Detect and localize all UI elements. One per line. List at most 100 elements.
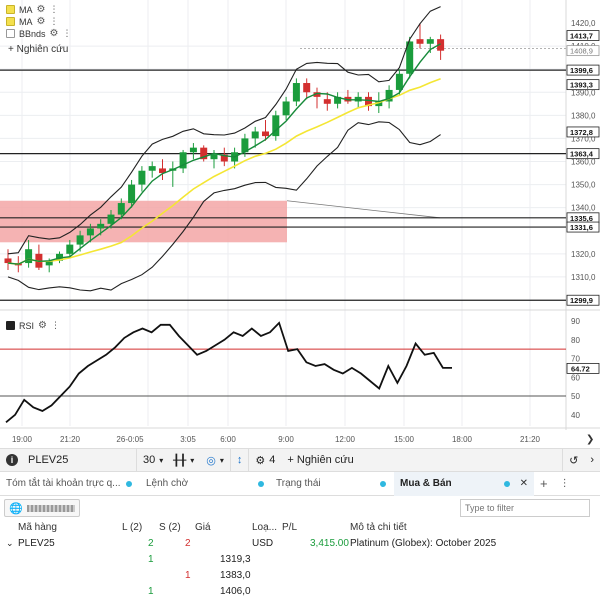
interval-selector[interactable]: 30 ▾ (137, 448, 167, 472)
rsi-line (5, 321, 452, 423)
time-tick-label: 9:00 (278, 435, 294, 444)
rsi-tick-label: 70 (571, 355, 580, 364)
bbands-color-swatch[interactable] (6, 29, 15, 38)
tab-account-summary[interactable]: Tóm tắt tài khoản trực q... (0, 472, 130, 496)
row-short: 1 (185, 570, 191, 581)
tab-status-dot (380, 480, 386, 487)
candle-body (313, 92, 321, 97)
visibility-button[interactable]: ◎ ▾ (200, 448, 230, 472)
col-type[interactable]: Loạ... (252, 522, 278, 533)
candle-body (107, 214, 115, 224)
table-row[interactable]: 1 1383,0 (0, 568, 600, 584)
legend-rsi[interactable]: RSI ⚙ ⋮ (6, 320, 60, 331)
rsi-tick-label: 90 (571, 317, 580, 326)
ma-color-swatch[interactable] (6, 17, 15, 26)
more-icon[interactable]: ⋮ (49, 4, 58, 14)
row-type: USD (252, 538, 274, 549)
table-row[interactable]: 1 1319,3 (0, 552, 600, 568)
close-icon[interactable]: ✕ (519, 478, 528, 489)
candle-body (292, 83, 300, 102)
candle-body (148, 166, 156, 171)
ma-color-swatch[interactable] (6, 5, 15, 14)
gear-icon[interactable]: ⚙ (36, 4, 46, 15)
filter-input[interactable] (460, 499, 590, 517)
more-icon[interactable]: ⋮ (50, 320, 60, 330)
scale-button[interactable]: ↕ (231, 448, 249, 472)
row-price: 1383,0 (220, 570, 251, 581)
gear-icon[interactable]: ⚙ (36, 16, 46, 27)
candle-body (365, 96, 372, 107)
legend-ma-1[interactable]: MA ⚙ ⋮ (6, 4, 58, 15)
candle-body (179, 152, 187, 169)
time-tick-label: 15:00 (394, 435, 415, 444)
time-tick-label: 12:00 (335, 435, 356, 444)
col-short[interactable]: S (2) (159, 522, 181, 533)
add-study-button[interactable]: + Nghiên cứu (287, 454, 354, 466)
legend-label: MA (19, 16, 33, 27)
price-tag-box (566, 148, 600, 160)
gear-icon: ⚙ (255, 454, 266, 467)
account-selector[interactable]: 🌐 (4, 499, 80, 517)
tab-positions[interactable]: Trạng thái (270, 472, 380, 496)
price-tag-label: 1399,6 (570, 66, 593, 75)
rsi-color-swatch[interactable] (6, 321, 15, 330)
row-description: Platinum (Globex): October 2025 (350, 538, 497, 549)
price-zone (0, 200, 287, 243)
candle-body (375, 101, 383, 107)
tab-pending-orders[interactable]: Lệnh chờ (140, 472, 258, 496)
candle-body (437, 39, 445, 51)
candle-body (385, 89, 393, 102)
candle-body (66, 244, 74, 254)
more-icon[interactable]: ⋮ (62, 28, 72, 38)
chevron-down-icon[interactable]: ⌄ (6, 538, 14, 548)
col-pl[interactable]: P/L (282, 522, 298, 533)
scroll-right-icon[interactable]: ❯ (586, 434, 594, 445)
col-price[interactable]: Giá (195, 522, 211, 533)
price-tick-label: 1370,0 (571, 134, 596, 143)
ma-slow-line (7, 78, 441, 266)
tab-buy-sell[interactable]: Mua & Bán ✕ (394, 471, 534, 496)
col-description[interactable]: Mô tả chi tiết (350, 522, 407, 533)
candle-body (159, 168, 166, 174)
price-tag-box (566, 64, 600, 76)
col-symbol[interactable]: Mã hàng (18, 522, 57, 533)
time-tick-label: 19:00 (12, 435, 33, 444)
chart-type-button[interactable]: ╂╂ ▾ (167, 448, 200, 472)
price-chart[interactable]: 1420,01410,01400,01390,01380,01370,01360… (0, 0, 600, 448)
candle-body (406, 41, 414, 74)
add-tab-button[interactable]: + (534, 472, 554, 496)
ma-fast-line (7, 43, 441, 265)
price-tick-label: 1380,0 (571, 111, 596, 120)
legend-label: RSI (19, 320, 35, 331)
time-tick-label: 3:05 (180, 435, 196, 444)
more-icon[interactable]: ⋮ (49, 16, 58, 26)
panel-tabs: Tóm tắt tài khoản trực q... Lệnh chờ Trạ… (0, 471, 600, 496)
legend-bbands[interactable]: BBnds ⚙ ⋮ (6, 28, 72, 39)
candle-body (4, 258, 12, 264)
price-tick-label: 1350,0 (571, 181, 596, 190)
gear-icon[interactable]: ⚙ (49, 28, 59, 39)
candle-body (86, 228, 94, 236)
refresh-button[interactable]: ↺ (563, 448, 584, 472)
price-tick-label: 1310,0 (571, 273, 596, 282)
tab-label: Lệnh chờ (146, 478, 189, 489)
info-icon[interactable]: i (6, 454, 18, 466)
price-tag-label: 1299,9 (570, 296, 593, 305)
tab-status-dot (126, 480, 132, 487)
add-study-link[interactable]: + Nghiên cứu (8, 44, 69, 55)
table-group-row[interactable]: ⌄ PLEV25 2 2 USD 3,415.00 Platinum (Glob… (0, 536, 600, 552)
chevron-down-icon: ▾ (190, 455, 195, 465)
legend-ma-2[interactable]: MA ⚙ ⋮ (6, 16, 58, 27)
gear-icon[interactable]: ⚙ (38, 320, 47, 331)
studies-count-button[interactable]: ⚙ 4 (249, 448, 281, 472)
rsi-tick-label: 40 (571, 411, 580, 420)
expand-button[interactable]: › (584, 448, 600, 472)
trend-line (286, 200, 441, 219)
row-pl: 3,415.00 (310, 538, 349, 549)
col-long[interactable]: L (2) (122, 522, 143, 533)
table-row[interactable]: 1 1406,0 (0, 584, 600, 600)
price-tag-box (566, 30, 600, 41)
symbol-selector[interactable]: i PLEV25 (0, 448, 136, 472)
more-tabs-button[interactable]: ⋮ (554, 472, 576, 496)
tab-label: Mua & Bán (400, 478, 452, 489)
